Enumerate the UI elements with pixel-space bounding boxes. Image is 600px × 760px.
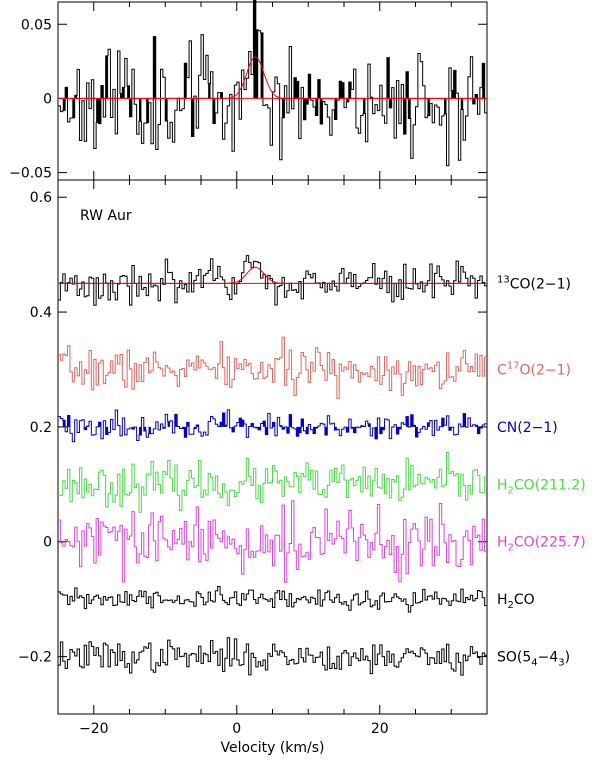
- series-5-spectrum: [58, 585, 487, 613]
- main-ytick-label: −0.2: [18, 650, 52, 666]
- series-4-spectrum: [58, 500, 487, 583]
- main-xtick-label: 20: [371, 721, 389, 737]
- series-3-spectrum: [58, 452, 487, 513]
- series-6-label: SO(54−43): [497, 650, 570, 669]
- zoom-ytick-label: 0: [43, 91, 52, 107]
- main-panel: −20 0 20 −0.2 0 0.2 0.4 0.6 RW Aur Velocity (km/s…: [18, 179, 586, 756]
- main-frame: [57, 179, 488, 715]
- series-3-label: H2CO(211.2): [497, 477, 586, 496]
- zoom-ytick-label: −0.05: [9, 166, 52, 182]
- series-4-label: H2CO(225.7): [497, 535, 586, 554]
- series-5-label: H2CO: [497, 592, 535, 611]
- series-2-label: CN(2−1): [497, 420, 558, 436]
- zoom-spectrum-shade: [62, 0, 485, 137]
- main-ytick-label: 0.6: [30, 190, 52, 206]
- series-0-spectrum: [58, 255, 487, 306]
- series-0-fit: [58, 266, 487, 284]
- series-1-spectrum: [58, 336, 487, 399]
- main-ytick-label: 0: [43, 535, 52, 551]
- series-1-label: C17O(2−1): [497, 360, 571, 378]
- series-2-spectrum: [58, 409, 487, 443]
- series-0-label: 13CO(2−1): [497, 274, 571, 292]
- object-name: RW Aur: [80, 208, 132, 224]
- zoom-panel: −0.05 0 0.05: [9, 0, 488, 182]
- series-6-spectrum: [58, 637, 487, 676]
- zoom-ytick-label: 0.05: [21, 17, 52, 33]
- main-xtick-label: −20: [79, 721, 109, 737]
- main-ytick-label: 0.2: [30, 420, 52, 436]
- zoom-fit: [58, 56, 487, 99]
- zoom-spectrum: [58, 0, 487, 167]
- main-ytick-label: 0.4: [30, 305, 52, 321]
- x-axis-label: Velocity (km/s): [220, 740, 324, 756]
- main-xtick-label: 0: [232, 721, 241, 737]
